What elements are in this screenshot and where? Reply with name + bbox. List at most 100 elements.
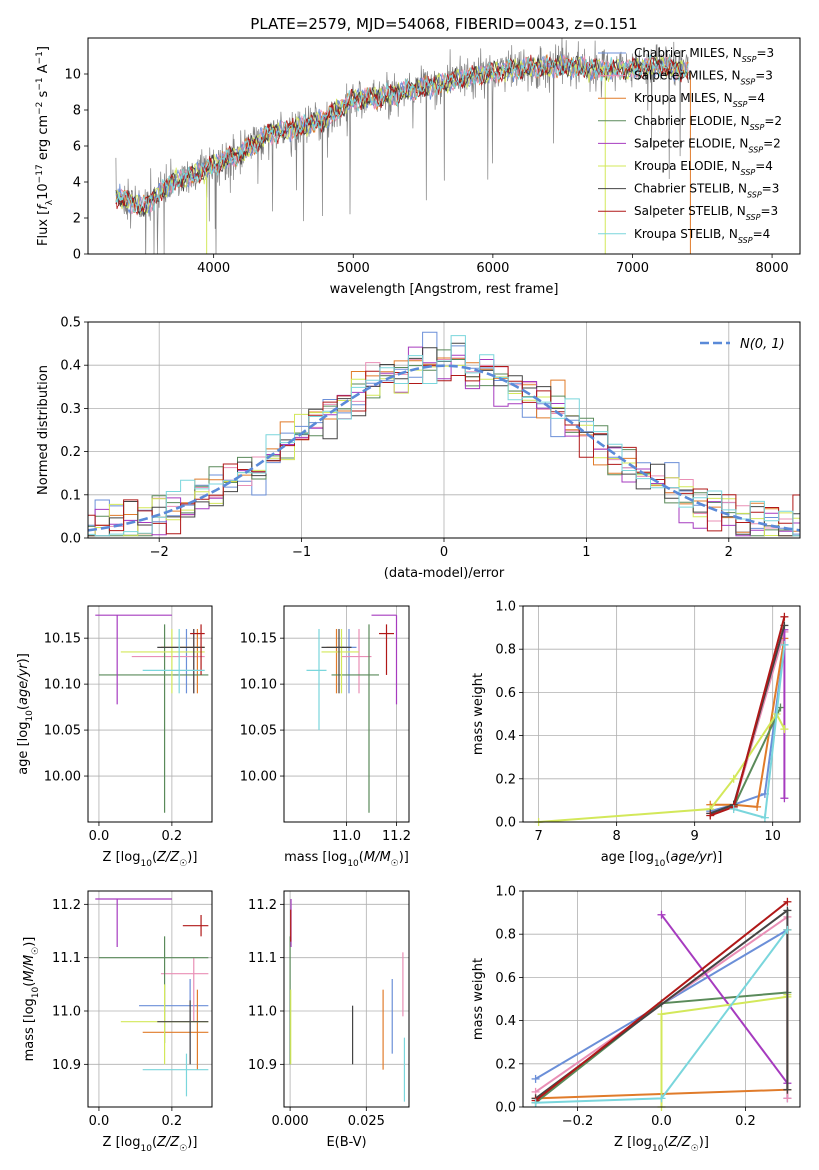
ticks: 7 8 9 10 0.0 0.2 0.4 0.6 0.8 1.0 bbox=[495, 600, 781, 845]
weight-lines bbox=[534, 612, 789, 826]
panel-weight_vs_Z: −0.2 0.0 0.2 0.0 0.2 0.4 0.6 0.8 1.0 mass weight Z… bbox=[471, 885, 801, 1154]
y-tick-label: 11.1 bbox=[248, 951, 277, 966]
x-tick-label: 11.2 bbox=[382, 829, 411, 844]
y-axis-label: Normed distribution bbox=[36, 365, 51, 495]
y-tick-label: 0.2 bbox=[495, 772, 516, 787]
gaussian-curve bbox=[88, 364, 800, 532]
x-tick-label: 0.0 bbox=[89, 1114, 110, 1129]
ticks: 0.0 0.2 10.9 11.0 11.1 11.2 bbox=[52, 898, 182, 1129]
y-tick-label: 0.1 bbox=[60, 488, 81, 503]
x-tick-label: 6000 bbox=[476, 261, 509, 276]
y-tick-label: 2 bbox=[73, 212, 81, 227]
y-tick-label: 0.2 bbox=[495, 1057, 516, 1072]
panel-weight_vs_age: 7 8 9 10 0.0 0.2 0.4 0.6 0.8 1.0 mass weight age [l… bbox=[471, 600, 801, 869]
x-axis-label: Z [log10(Z/Z☉)] bbox=[614, 1135, 709, 1154]
x-tick-label: −2 bbox=[150, 545, 169, 560]
axes-frame bbox=[283, 890, 410, 1108]
x-axis-label: age [log10(age/yr)] bbox=[601, 850, 723, 869]
x-tick-label: −0.2 bbox=[562, 1114, 594, 1129]
panel-age_vs_mass: 11.0 11.2 10.00 10.05 10.10 10.15 mass [log10(… bbox=[240, 605, 411, 869]
y-tick-label: 10.9 bbox=[52, 1058, 81, 1073]
weight-line bbox=[732, 707, 782, 808]
figure-title: PLATE=2579, MJD=54068, FIBERID=0043, z=0… bbox=[250, 15, 637, 33]
histogram-salpeter-elodie bbox=[88, 346, 800, 537]
y-tick-label: 0 bbox=[73, 248, 81, 263]
panel-spectrum: 4000 5000 6000 7000 8000 0 2 4 6 8 10 wavelength [A… bbox=[35, 37, 801, 297]
y-tick-label: 11.0 bbox=[52, 1005, 81, 1020]
histogram-chabrier-elodie bbox=[88, 349, 800, 537]
y-tick-label: 0.6 bbox=[495, 686, 516, 701]
legend-entry: Salpeter STELIB, NSSP=3 bbox=[634, 204, 778, 222]
error-bars bbox=[306, 614, 398, 813]
x-tick-label: 5000 bbox=[337, 261, 370, 276]
ticks: 0.0 0.2 10.00 10.05 10.10 10.15 bbox=[44, 632, 182, 844]
x-tick-label: 0.2 bbox=[735, 1114, 756, 1129]
ticks: −0.2 0.0 0.2 0.0 0.2 0.4 0.6 0.8 1.0 bbox=[495, 885, 755, 1130]
y-tick-label: 4 bbox=[73, 176, 81, 191]
y-tick-label: 0.0 bbox=[495, 1101, 516, 1116]
y-tick-label: 0.8 bbox=[495, 643, 516, 658]
x-axis-label: Z [log10(Z/Z☉)] bbox=[103, 1135, 198, 1154]
ticks: 4000 5000 6000 7000 8000 0 2 4 6 8 10 bbox=[64, 68, 788, 277]
x-tick-label: 0.2 bbox=[162, 1114, 183, 1129]
y-tick-label: 10.15 bbox=[44, 632, 81, 647]
data-spectrum bbox=[115, 38, 689, 254]
x-tick-label: 0.0 bbox=[89, 829, 110, 844]
x-axis-label: wavelength [Angstrom, rest frame] bbox=[330, 282, 559, 297]
histogram-kroupa-miles bbox=[88, 357, 800, 537]
axes-frame bbox=[87, 890, 213, 1108]
weight-lines bbox=[531, 897, 792, 1111]
weight-line bbox=[660, 914, 789, 1084]
x-tick-label: 0.000 bbox=[271, 1114, 308, 1129]
y-tick-label: 0.0 bbox=[60, 532, 81, 547]
x-tick-label: 0 bbox=[440, 545, 448, 560]
model-spectrum bbox=[115, 54, 689, 213]
panel-mass_vs_ebv: 0.000 0.025 10.9 11.0 11.1 11.2 E(B-V) bbox=[248, 890, 410, 1150]
x-tick-label: 10 bbox=[764, 829, 781, 844]
histogram-kroupa-stelib bbox=[88, 335, 800, 537]
x-tick-label: 9 bbox=[691, 829, 699, 844]
histograms bbox=[88, 331, 800, 537]
legend-entry: Chabrier STELIB, NSSP=3 bbox=[634, 182, 779, 200]
x-axis-label: mass [log10(M/M☉)] bbox=[284, 850, 409, 869]
x-axis-label: (data-model)/error bbox=[384, 566, 505, 581]
y-tick-label: 10.15 bbox=[240, 632, 277, 647]
legend-entry: Kroupa STELIB, NSSP=4 bbox=[634, 227, 770, 245]
axes-frame bbox=[522, 605, 801, 823]
x-axis-label: Z [log10(Z/Z☉)] bbox=[103, 850, 198, 869]
legend-entry: Kroupa MILES, NSSP=4 bbox=[634, 91, 765, 109]
x-tick-label: 4000 bbox=[197, 261, 230, 276]
y-tick-label: 0.0 bbox=[495, 816, 516, 831]
y-tick-label: 11.2 bbox=[248, 898, 277, 913]
y-tick-label: 10.9 bbox=[248, 1058, 277, 1073]
y-tick-label: 10.05 bbox=[44, 724, 81, 739]
histogram-salpeter-miles bbox=[88, 357, 800, 537]
legend-entry: Kroupa ELODIE, NSSP=4 bbox=[634, 159, 773, 177]
y-tick-label: 0.8 bbox=[495, 928, 516, 943]
ticks: −2 −1 0 1 2 0.0 0.1 0.2 0.3 0.4 0.5 bbox=[60, 316, 733, 561]
x-tick-label: 0.0 bbox=[651, 1114, 672, 1129]
x-tick-label: −1 bbox=[292, 545, 311, 560]
y-tick-label: 10.00 bbox=[44, 770, 81, 785]
y-tick-label: 0.2 bbox=[60, 445, 81, 460]
y-tick-label: 10.05 bbox=[240, 724, 277, 739]
axes-frame bbox=[283, 605, 410, 823]
y-tick-label: 0.4 bbox=[495, 729, 516, 744]
x-tick-label: 8 bbox=[612, 829, 620, 844]
x-axis-label: E(B-V) bbox=[326, 1135, 366, 1150]
grid bbox=[284, 606, 409, 822]
x-tick-label: 0.025 bbox=[348, 1114, 385, 1129]
y-tick-label: 0.4 bbox=[60, 359, 81, 374]
y-tick-label: 10.00 bbox=[240, 770, 277, 785]
y-tick-label: 11.2 bbox=[52, 898, 81, 913]
axes-frame bbox=[87, 605, 213, 823]
y-axis-label: mass weight bbox=[471, 673, 486, 755]
x-tick-label: 0.2 bbox=[162, 829, 183, 844]
y-tick-label: 10.10 bbox=[240, 678, 277, 693]
y-tick-label: 0.6 bbox=[495, 971, 516, 986]
x-tick-label: 1 bbox=[582, 545, 590, 560]
y-tick-label: 10.10 bbox=[44, 678, 81, 693]
error-bars bbox=[289, 899, 406, 1102]
y-tick-label: 10 bbox=[64, 68, 81, 83]
